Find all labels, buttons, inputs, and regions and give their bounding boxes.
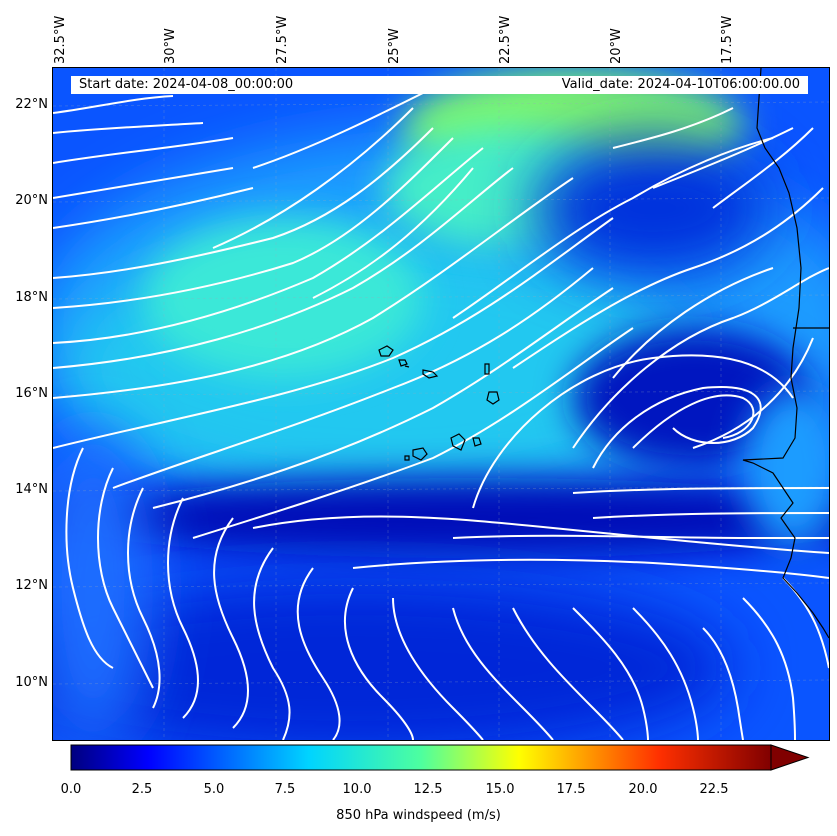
lat-label-16n: 16°N — [15, 386, 48, 401]
lon-label-22-5w: 22.5°W — [498, 15, 513, 64]
colorbar-tick-0: 0.0 — [60, 782, 82, 797]
lon-label-27-5w: 27.5°W — [275, 15, 290, 64]
colorbar-gradient — [70, 744, 772, 771]
lon-label-20w: 20°W — [609, 28, 624, 64]
colorbar-label: 850 hPa windspeed (m/s) — [336, 808, 501, 823]
colorbar-tick-15: 15.0 — [485, 782, 515, 797]
lon-label-17-5w: 17.5°W — [720, 15, 735, 64]
wind-field-svg — [53, 68, 829, 740]
lat-label-18n: 18°N — [15, 290, 48, 305]
lat-label-14n: 14°N — [15, 482, 48, 497]
lat-label-20n: 20°N — [15, 193, 48, 208]
african-coastline — [742, 68, 829, 639]
colorbar — [70, 744, 810, 771]
lat-label-10n: 10°N — [15, 675, 48, 690]
cape-verde-islands — [378, 345, 500, 461]
windspeed-field — [53, 68, 829, 740]
colorbar-tick-5: 5.0 — [203, 782, 225, 797]
map-gridlines — [53, 68, 829, 740]
colorbar-tick-17-5: 17.5 — [556, 782, 586, 797]
date-info-bar: Start date: 2024-04-08_00:00:00 Valid_da… — [71, 76, 808, 94]
lon-label-25w: 25°W — [387, 28, 402, 64]
colorbar-extend-arrow — [770, 744, 810, 771]
lon-label-32-5w: 32.5°W — [53, 15, 68, 64]
colorbar-tick-12-5: 12.5 — [413, 782, 443, 797]
colorbar-tick-10: 10.0 — [342, 782, 372, 797]
lon-label-30w: 30°W — [163, 28, 178, 64]
colorbar-tick-2-5: 2.5 — [131, 782, 153, 797]
lat-label-22n: 22°N — [15, 97, 48, 112]
streamlines — [53, 87, 829, 740]
start-date-text: Start date: 2024-04-08_00:00:00 — [79, 77, 294, 92]
colorbar-tick-7-5: 7.5 — [274, 782, 296, 797]
colorbar-tick-22-5: 22.5 — [699, 782, 729, 797]
colorbar-tick-20: 20.0 — [628, 782, 658, 797]
wind-map — [52, 67, 830, 741]
lat-label-12n: 12°N — [15, 578, 48, 593]
valid-date-text: Valid_date: 2024-04-10T06:00:00.00 — [561, 77, 800, 92]
